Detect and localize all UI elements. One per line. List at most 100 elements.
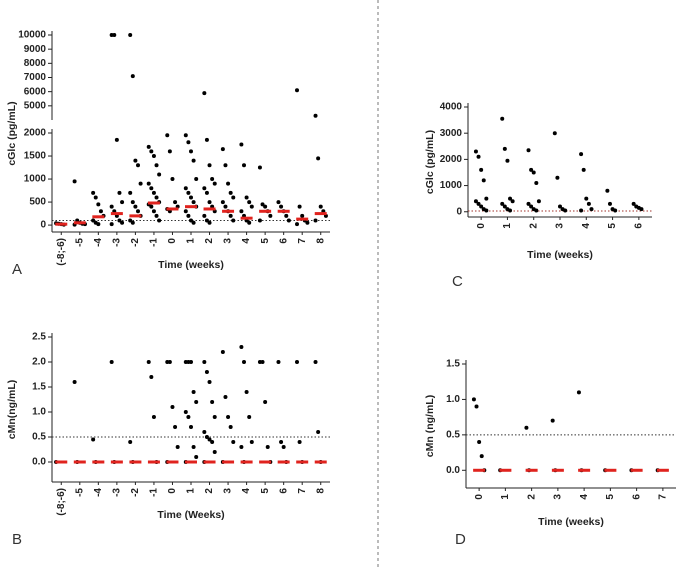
x-axis-title: Time (weeks) bbox=[527, 249, 593, 261]
data-point bbox=[295, 88, 299, 93]
data-point bbox=[210, 400, 215, 404]
data-point bbox=[505, 158, 510, 163]
data-point bbox=[613, 208, 618, 213]
data-point bbox=[189, 425, 193, 429]
data-point bbox=[194, 455, 199, 459]
x-tick-label: (-8;-6) bbox=[56, 238, 67, 266]
data-point bbox=[223, 395, 228, 399]
data-point bbox=[239, 445, 244, 449]
data-point bbox=[631, 201, 636, 206]
x-tick-label: 0 bbox=[476, 223, 487, 229]
data-point bbox=[502, 146, 507, 151]
x-tick-label: -5 bbox=[74, 488, 85, 497]
data-point bbox=[202, 213, 207, 218]
data-point bbox=[558, 204, 562, 209]
y-tick-label: 0.5 bbox=[32, 432, 46, 443]
data-point bbox=[297, 440, 302, 444]
y-axis-title: cMn (ng/mL) bbox=[424, 395, 436, 457]
x-tick-label: 8 bbox=[315, 488, 326, 494]
data-point bbox=[167, 149, 172, 154]
data-point bbox=[479, 454, 484, 459]
data-point bbox=[149, 186, 154, 191]
data-point bbox=[136, 163, 140, 168]
y-tick-label: 1000 bbox=[440, 180, 463, 191]
data-point bbox=[247, 220, 252, 225]
data-point bbox=[128, 440, 133, 444]
data-point bbox=[589, 207, 594, 212]
y-tick-label: 8000 bbox=[24, 58, 47, 69]
data-point bbox=[220, 350, 225, 354]
data-point bbox=[231, 440, 236, 444]
data-point bbox=[476, 201, 481, 206]
y-tick-label: 10000 bbox=[18, 30, 46, 41]
data-point bbox=[316, 156, 321, 161]
x-tick-label: 5 bbox=[260, 488, 271, 494]
data-point bbox=[109, 360, 114, 364]
data-point bbox=[173, 425, 178, 429]
x-tick-label: 6 bbox=[633, 223, 644, 229]
data-point bbox=[276, 200, 281, 205]
x-tick-label: 3 bbox=[555, 223, 566, 229]
data-point bbox=[223, 163, 228, 168]
data-point bbox=[239, 209, 244, 214]
data-point bbox=[524, 425, 529, 430]
data-point bbox=[300, 213, 305, 218]
data-point bbox=[189, 360, 193, 364]
x-tick-label: 2 bbox=[204, 238, 215, 244]
x-tick-label: 6 bbox=[278, 238, 289, 244]
x-tick-label: -2 bbox=[130, 238, 141, 247]
data-point bbox=[531, 170, 536, 175]
data-point bbox=[286, 218, 291, 223]
data-point bbox=[263, 204, 268, 209]
x-tick-label: -2 bbox=[130, 488, 141, 497]
data-point bbox=[500, 201, 505, 206]
x-tick-label: 3 bbox=[223, 238, 234, 244]
data-point bbox=[244, 390, 249, 394]
data-point bbox=[128, 190, 133, 195]
data-point bbox=[228, 213, 233, 218]
data-point bbox=[207, 220, 212, 225]
data-point bbox=[295, 360, 299, 364]
data-point bbox=[207, 437, 212, 442]
data-point bbox=[563, 208, 568, 213]
x-tick-label: 0 bbox=[474, 494, 485, 500]
data-point bbox=[91, 437, 96, 442]
data-point bbox=[96, 202, 101, 207]
data-point bbox=[484, 208, 489, 213]
data-point bbox=[279, 440, 284, 444]
x-tick-label: 4 bbox=[241, 238, 252, 244]
data-point bbox=[72, 380, 77, 384]
data-point bbox=[194, 177, 199, 182]
y-tick-label: 2000 bbox=[24, 128, 47, 139]
y-tick-label: 1500 bbox=[24, 151, 47, 162]
data-point bbox=[136, 209, 140, 214]
data-point bbox=[474, 404, 479, 409]
data-point bbox=[220, 200, 225, 205]
data-point bbox=[534, 208, 539, 213]
data-point bbox=[170, 177, 175, 182]
data-point bbox=[284, 213, 289, 218]
data-point bbox=[281, 445, 286, 449]
data-point bbox=[220, 147, 225, 152]
y-tick-label: 0.5 bbox=[446, 429, 460, 440]
data-point bbox=[223, 204, 228, 209]
data-point bbox=[133, 204, 138, 209]
data-point bbox=[479, 204, 484, 209]
x-tick-label: -5 bbox=[74, 238, 85, 247]
x-tick-label: -4 bbox=[93, 238, 104, 247]
x-tick-label: 6 bbox=[631, 494, 642, 500]
x-tick-label: 1 bbox=[500, 494, 511, 500]
data-point bbox=[117, 190, 122, 195]
y-tick-label: 2.5 bbox=[32, 332, 46, 343]
data-point bbox=[120, 220, 125, 225]
data-point bbox=[607, 201, 612, 206]
data-point bbox=[191, 445, 196, 449]
x-tick-label: 5 bbox=[605, 494, 616, 500]
data-point bbox=[508, 208, 513, 213]
data-point bbox=[231, 195, 236, 200]
x-tick-label: 7 bbox=[297, 238, 308, 244]
y-tick-label: 1.0 bbox=[32, 407, 46, 418]
data-point bbox=[473, 199, 478, 204]
